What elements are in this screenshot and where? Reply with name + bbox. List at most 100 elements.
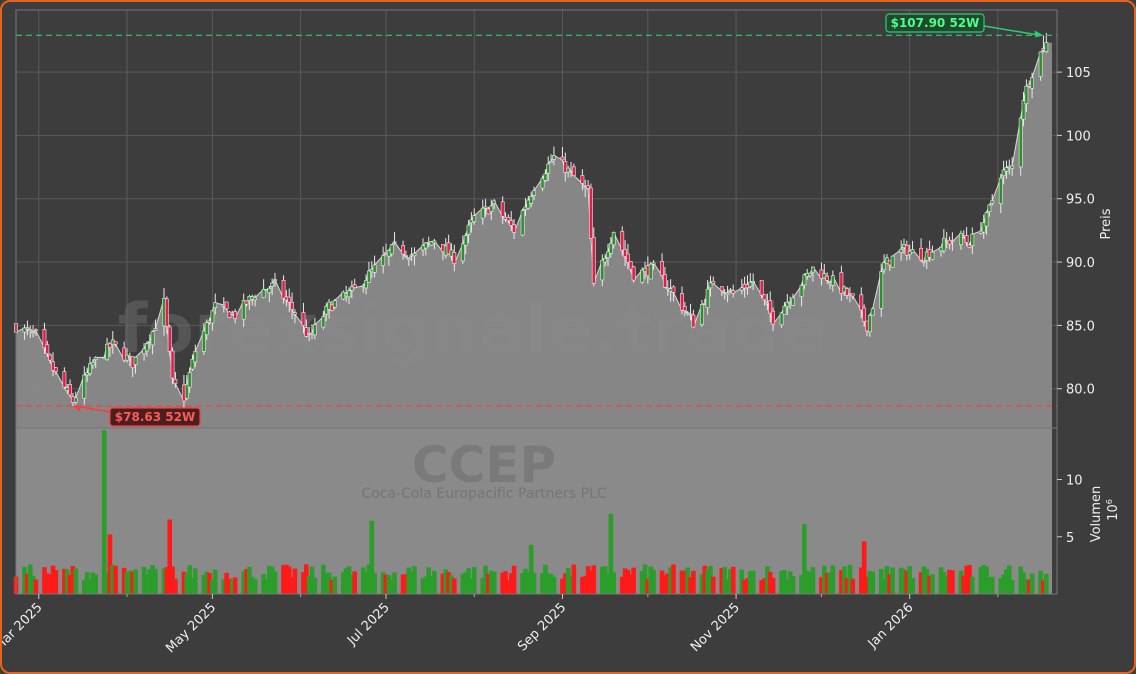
volume-bar-down bbox=[284, 564, 289, 594]
volume-bar-up bbox=[127, 570, 133, 594]
candle-up bbox=[423, 242, 428, 249]
volume-bar-up bbox=[930, 574, 935, 594]
volume-bar-up bbox=[341, 572, 346, 594]
volume-bar-up bbox=[187, 565, 192, 594]
volume-bar-up bbox=[133, 569, 138, 594]
volume-bar-down bbox=[719, 568, 725, 594]
volume-bar-down bbox=[403, 574, 409, 594]
volume-bar-down bbox=[645, 579, 651, 594]
volume-bar-up bbox=[722, 567, 727, 594]
volume-bar-up bbox=[261, 573, 266, 594]
volume-bar-down bbox=[759, 580, 764, 594]
volume-bar-up bbox=[807, 572, 813, 594]
volume-bar-up bbox=[802, 524, 807, 594]
candle-up bbox=[987, 204, 992, 212]
candle-down bbox=[731, 290, 736, 294]
candle-up bbox=[213, 302, 218, 309]
volume-bar-up bbox=[312, 577, 318, 594]
volume-bar-up bbox=[1038, 570, 1043, 594]
candle-up bbox=[739, 287, 744, 291]
volume-bar-up bbox=[267, 565, 272, 594]
volume-bar-down bbox=[25, 573, 30, 594]
volume-bar-up bbox=[469, 578, 474, 594]
candle-up bbox=[193, 351, 198, 363]
candle-down bbox=[452, 252, 457, 264]
volume-bar-up bbox=[272, 571, 278, 594]
candle-up bbox=[640, 269, 645, 283]
volume-bar-up bbox=[543, 564, 548, 594]
price-tick-label: 105 bbox=[1066, 66, 1091, 81]
high-52w-arrow bbox=[983, 25, 1041, 37]
candle-up bbox=[606, 251, 610, 259]
volume-bar-up bbox=[1024, 579, 1029, 594]
candle-up bbox=[1018, 117, 1023, 168]
candle-up bbox=[150, 331, 155, 346]
candle-down bbox=[167, 326, 172, 352]
volume-bar-down bbox=[500, 572, 505, 594]
volume-bar-down bbox=[47, 574, 53, 594]
volume-bar-down bbox=[511, 565, 517, 594]
candle-up bbox=[364, 280, 368, 289]
candle-down bbox=[768, 300, 773, 314]
candle-up bbox=[708, 282, 713, 289]
volume-bar-down bbox=[45, 573, 50, 594]
candle-down bbox=[919, 247, 923, 261]
candle-up bbox=[190, 359, 195, 370]
volume-bar-up bbox=[639, 571, 645, 594]
candle-down bbox=[591, 236, 596, 284]
volume-bar-down bbox=[844, 577, 850, 594]
volume-bar-up bbox=[124, 572, 130, 594]
candle-down bbox=[862, 307, 867, 322]
candle-up bbox=[808, 272, 812, 276]
volume-bar-down bbox=[383, 574, 389, 594]
volume-bar-up bbox=[321, 564, 326, 594]
volume-bar-up bbox=[785, 579, 790, 594]
volume-bar-up bbox=[870, 571, 875, 594]
candle-up bbox=[970, 233, 975, 247]
candle-up bbox=[1010, 165, 1015, 169]
candle-down bbox=[53, 367, 58, 372]
volume-bar-down bbox=[631, 567, 636, 594]
candle-down bbox=[623, 248, 627, 257]
volume-unit-label: 106 bbox=[1105, 499, 1121, 521]
candle-up bbox=[142, 348, 146, 355]
candle-up bbox=[253, 297, 257, 301]
candle-down bbox=[631, 266, 636, 281]
volume-bar-up bbox=[22, 566, 27, 594]
candle-up bbox=[526, 199, 531, 209]
x-tick-label: Jan 2026 bbox=[865, 600, 917, 652]
price-tick-label: 100 bbox=[1066, 129, 1091, 144]
candle-up bbox=[460, 243, 465, 262]
volume-bar-down bbox=[580, 577, 585, 594]
candle-up bbox=[990, 200, 995, 204]
candle-down bbox=[48, 354, 53, 361]
volume-bar-up bbox=[799, 575, 804, 594]
volume-bar-up bbox=[392, 572, 397, 594]
volume-bar-up bbox=[1001, 574, 1006, 594]
candle-down bbox=[711, 280, 716, 284]
company-watermark: Coca-Cola Europacific Partners PLC bbox=[361, 486, 607, 502]
volume-bar-up bbox=[141, 566, 147, 594]
candle-down bbox=[244, 300, 249, 305]
volume-bar-down bbox=[961, 575, 967, 594]
candle-up bbox=[82, 374, 87, 399]
volume-bar-down bbox=[227, 578, 232, 594]
candle-up bbox=[890, 255, 895, 268]
volume-bar-up bbox=[104, 572, 110, 594]
candle-up bbox=[882, 262, 886, 271]
volume-bar-down bbox=[170, 566, 175, 594]
volume-bar-up bbox=[389, 579, 394, 594]
volume-bar-down bbox=[130, 571, 135, 594]
volume-bar-up bbox=[941, 572, 947, 594]
volume-bar-up bbox=[147, 569, 153, 594]
volume-bar-up bbox=[247, 566, 252, 594]
volume-bar-up bbox=[82, 580, 87, 594]
volume-bar-down bbox=[904, 570, 910, 594]
candle-down bbox=[301, 312, 306, 326]
volume-bar-up bbox=[212, 569, 218, 594]
candle-down bbox=[287, 296, 292, 303]
candle-down bbox=[227, 311, 232, 318]
volume-bar-up bbox=[608, 513, 614, 594]
candle-down bbox=[825, 275, 830, 281]
